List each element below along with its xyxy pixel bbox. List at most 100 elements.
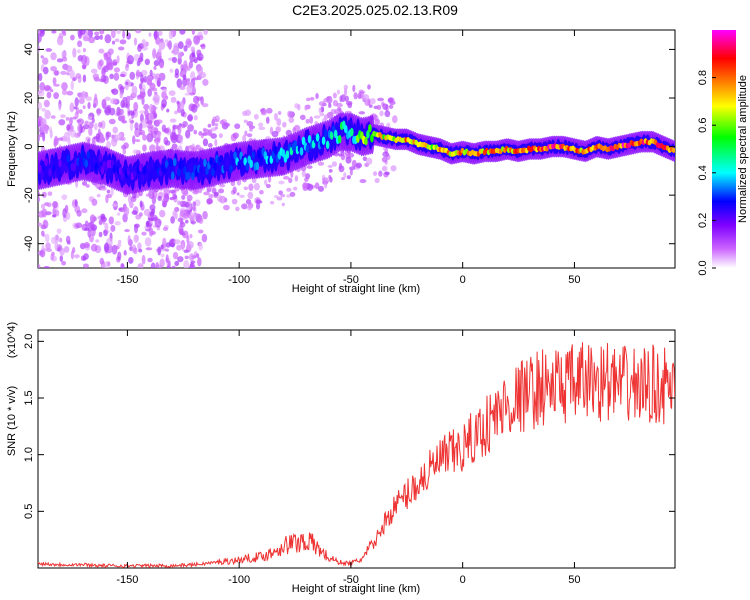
noise-mark bbox=[309, 96, 315, 101]
noise-mark bbox=[382, 151, 389, 158]
noise-mark bbox=[241, 203, 248, 210]
noise-mark bbox=[223, 122, 231, 127]
colorbar-ticks: 0.0 0.2 0.4 0.6 0.8 bbox=[697, 70, 716, 276]
noise-mark bbox=[191, 30, 196, 35]
noise-mark bbox=[116, 243, 122, 247]
noise-mark bbox=[131, 85, 138, 96]
noise-mark bbox=[157, 77, 161, 87]
noise-mark bbox=[390, 165, 397, 172]
noise-mark bbox=[55, 209, 60, 217]
noise-mark bbox=[176, 78, 183, 89]
noise-mark bbox=[136, 94, 143, 100]
noise-mark bbox=[52, 201, 58, 209]
noise-mark bbox=[148, 227, 154, 237]
noise-mark bbox=[174, 135, 179, 141]
noise-mark bbox=[185, 219, 189, 224]
noise-mark bbox=[170, 216, 175, 224]
noise-mark bbox=[73, 106, 78, 110]
noise-mark bbox=[377, 97, 385, 102]
noise-mark bbox=[317, 161, 325, 166]
noise-mark bbox=[318, 107, 322, 114]
noise-mark bbox=[177, 200, 181, 205]
ridge-core-mark bbox=[293, 140, 298, 149]
y-tick-label: 40 bbox=[23, 43, 35, 55]
noise-mark bbox=[158, 40, 166, 50]
noise-mark bbox=[292, 186, 298, 191]
noise-mark bbox=[248, 128, 253, 132]
noise-mark bbox=[302, 182, 309, 189]
noise-mark bbox=[90, 68, 98, 74]
noise-mark bbox=[74, 132, 81, 138]
noise-mark bbox=[103, 229, 108, 237]
ridge-core-mark bbox=[203, 158, 207, 168]
noise-mark bbox=[223, 204, 230, 211]
noise-mark bbox=[179, 100, 185, 110]
noise-mark bbox=[47, 191, 53, 197]
colorbar-tick-label: 0.4 bbox=[697, 165, 709, 180]
noise-mark bbox=[82, 36, 90, 42]
ridge-core-mark bbox=[44, 157, 48, 167]
noise-mark bbox=[367, 84, 371, 90]
colorbar: 0.0 0.2 0.4 0.6 0.8 Normalized spectral ampl… bbox=[697, 30, 749, 276]
noise-mark bbox=[53, 92, 59, 100]
noise-mark bbox=[110, 98, 118, 105]
noise-mark bbox=[189, 81, 193, 89]
colorbar-tick-label: 0.6 bbox=[697, 118, 709, 133]
ridge-core-mark bbox=[305, 144, 310, 153]
noise-mark bbox=[123, 206, 130, 217]
noise-mark bbox=[326, 111, 334, 119]
noise-mark bbox=[136, 60, 141, 67]
colorbar-tick-label: 0.2 bbox=[697, 213, 709, 228]
noise-mark bbox=[192, 86, 196, 95]
noise-mark bbox=[103, 52, 108, 57]
noise-mark bbox=[46, 86, 52, 90]
noise-mark bbox=[177, 256, 184, 263]
noise-mark bbox=[253, 182, 260, 191]
ridge-core-mark bbox=[337, 135, 342, 144]
noise-mark bbox=[214, 139, 218, 147]
noise-mark bbox=[177, 57, 182, 65]
noise-mark bbox=[105, 194, 109, 204]
noise-mark bbox=[324, 182, 328, 189]
ridge-core-mark bbox=[86, 150, 91, 160]
noise-mark bbox=[76, 49, 81, 54]
noise-mark bbox=[201, 103, 209, 108]
noise-mark bbox=[99, 257, 104, 265]
noise-mark bbox=[176, 244, 182, 251]
ridge-core-mark bbox=[166, 165, 171, 174]
noise-mark bbox=[391, 115, 398, 124]
noise-mark bbox=[171, 265, 176, 268]
noise-mark bbox=[154, 216, 158, 220]
noise-mark bbox=[264, 179, 268, 186]
snr-y-multiplier: (x10^4) bbox=[6, 322, 18, 358]
snr-x-label: Height of straight line (km) bbox=[292, 583, 420, 595]
noise-mark bbox=[232, 132, 239, 139]
noise-mark bbox=[98, 48, 105, 54]
noise-mark bbox=[195, 56, 203, 61]
noise-mark bbox=[94, 122, 98, 131]
noise-mark bbox=[119, 73, 126, 77]
noise-mark bbox=[358, 111, 366, 115]
noise-mark bbox=[213, 191, 219, 196]
x-tick-label: 50 bbox=[568, 274, 580, 286]
noise-mark bbox=[50, 115, 56, 119]
noise-mark bbox=[117, 239, 122, 245]
ridge-core-mark bbox=[333, 129, 338, 139]
x-tick-label: 50 bbox=[568, 574, 580, 586]
noise-mark bbox=[196, 65, 204, 76]
noise-mark bbox=[372, 171, 378, 176]
noise-mark bbox=[87, 115, 93, 121]
noise-mark bbox=[210, 127, 217, 132]
noise-mark bbox=[183, 45, 188, 52]
noise-mark bbox=[110, 187, 114, 196]
noise-mark bbox=[137, 263, 144, 268]
noise-mark bbox=[73, 254, 80, 259]
ridge-core-mark bbox=[98, 153, 103, 163]
ridge-core-mark bbox=[213, 162, 217, 171]
noise-mark bbox=[214, 123, 219, 127]
noise-mark bbox=[116, 55, 120, 64]
noise-mark bbox=[192, 77, 199, 81]
noise-mark bbox=[258, 122, 264, 128]
noise-mark bbox=[127, 55, 135, 65]
noise-mark bbox=[138, 248, 143, 253]
